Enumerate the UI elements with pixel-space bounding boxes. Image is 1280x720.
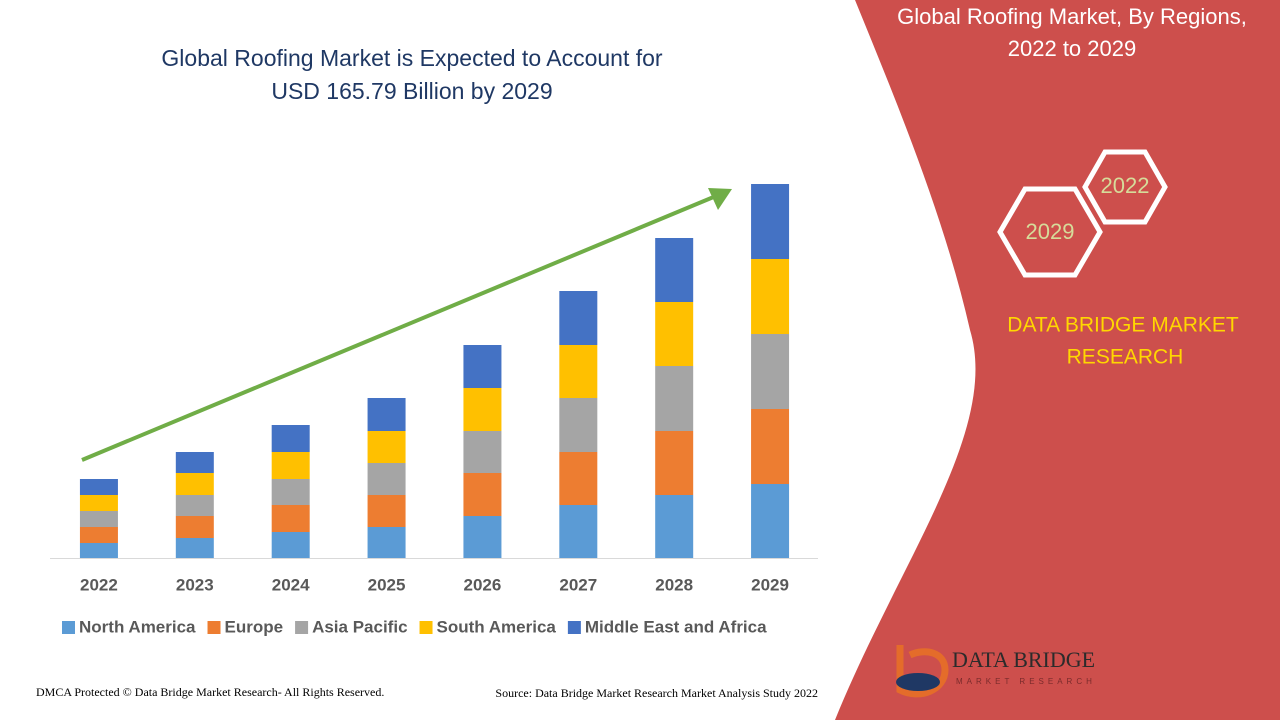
bar-segment bbox=[79, 495, 118, 511]
legend: North America Europe Asia Pacific South Ame… bbox=[62, 617, 767, 636]
bar-segment bbox=[271, 452, 310, 479]
bar-segment bbox=[655, 238, 694, 302]
bar-segment bbox=[751, 484, 790, 558]
chart-title: Global Roofing Market is Expected to Acc… bbox=[161, 45, 662, 71]
trend-arrow-head bbox=[708, 188, 732, 210]
x-tick-label: 2022 bbox=[80, 575, 118, 594]
bar-segment bbox=[175, 538, 214, 558]
logo-text: DATA BRIDGE bbox=[952, 647, 1095, 672]
legend-label: Middle East and Africa bbox=[585, 617, 767, 636]
bar-segment bbox=[367, 398, 406, 431]
legend-label: Europe bbox=[225, 617, 284, 636]
bar-segment bbox=[271, 532, 310, 558]
bar-segment bbox=[271, 425, 310, 452]
bar-segment bbox=[751, 409, 790, 484]
legend-swatch bbox=[419, 621, 433, 634]
hexagon-label: 2029 bbox=[1026, 219, 1075, 244]
logo-subtext: MARKET RESEARCH bbox=[956, 677, 1096, 686]
bar-segment bbox=[751, 184, 790, 259]
bar-segment bbox=[463, 388, 502, 431]
bar-segment bbox=[655, 302, 694, 366]
bar-segment bbox=[271, 479, 310, 505]
bar-segment bbox=[559, 505, 598, 558]
bar-segment bbox=[367, 527, 406, 558]
legend-label: Asia Pacific bbox=[312, 617, 407, 636]
plot: 2022 2023 2024 2025 2026 2027 2028 2029 bbox=[79, 184, 790, 594]
bar-segment bbox=[175, 495, 214, 516]
panel-title: Global Roofing Market, By Regions, bbox=[897, 4, 1247, 29]
footer-right: Source: Data Bridge Market Research Mark… bbox=[495, 686, 818, 700]
x-tick-label: 2029 bbox=[751, 575, 789, 594]
bar-segment bbox=[367, 463, 406, 495]
bar-segment bbox=[559, 398, 598, 452]
x-tick-label: 2023 bbox=[176, 575, 214, 594]
brand: RESEARCH bbox=[1067, 346, 1184, 369]
legend-swatch bbox=[62, 621, 75, 634]
bar-segment bbox=[751, 334, 790, 409]
bar-segment bbox=[175, 473, 214, 495]
bar-segment bbox=[655, 366, 694, 431]
x-tick-label: 2028 bbox=[655, 575, 693, 594]
legend-label: North America bbox=[79, 617, 196, 636]
hexagon bbox=[1082, 149, 1168, 225]
legend-swatch bbox=[295, 621, 309, 634]
bar-segment bbox=[463, 345, 502, 388]
footer-left: DMCA Protected © Data Bridge Market Rese… bbox=[36, 685, 384, 699]
brand: DATA BRIDGE MARKET bbox=[1007, 314, 1239, 337]
logo-mark bbox=[896, 673, 940, 691]
bar-segment bbox=[559, 345, 598, 398]
x-tick-label: 2025 bbox=[368, 575, 406, 594]
bar-segment bbox=[655, 495, 694, 558]
bar-segment bbox=[79, 479, 118, 495]
legend-label: South America bbox=[437, 617, 557, 636]
bar-segment bbox=[463, 516, 502, 558]
bar-segment bbox=[751, 259, 790, 334]
x-tick-label: 2026 bbox=[464, 575, 502, 594]
bar-segment bbox=[79, 543, 118, 558]
legend-swatch bbox=[567, 621, 581, 634]
bar-segment bbox=[175, 452, 214, 473]
chart-title: USD 165.79 Billion by 2029 bbox=[271, 78, 552, 104]
bar-segment bbox=[367, 431, 406, 463]
x-tick-label: 2027 bbox=[559, 575, 597, 594]
bar-segment bbox=[79, 511, 118, 527]
logo: DATA BRIDGE MARKET RESEARCH bbox=[896, 645, 1096, 698]
bar-segment bbox=[79, 527, 118, 543]
x-tick-label: 2024 bbox=[272, 575, 310, 594]
bar-segment bbox=[463, 431, 502, 473]
bar-segment bbox=[367, 495, 406, 527]
trend-arrow bbox=[81, 194, 717, 462]
hexagon bbox=[997, 186, 1103, 278]
bar-segment bbox=[655, 431, 694, 495]
bar-segment bbox=[559, 452, 598, 505]
legend-swatch bbox=[207, 621, 221, 634]
bar-segment bbox=[271, 505, 310, 532]
panel-title: 2022 to 2029 bbox=[1008, 36, 1136, 61]
bar-segment bbox=[559, 291, 598, 345]
side-panel bbox=[835, 0, 1280, 720]
bar-segment bbox=[175, 516, 214, 538]
logo-mark bbox=[896, 645, 949, 698]
bar-segment bbox=[463, 473, 502, 516]
hexagon-label: 2022 bbox=[1101, 173, 1150, 198]
